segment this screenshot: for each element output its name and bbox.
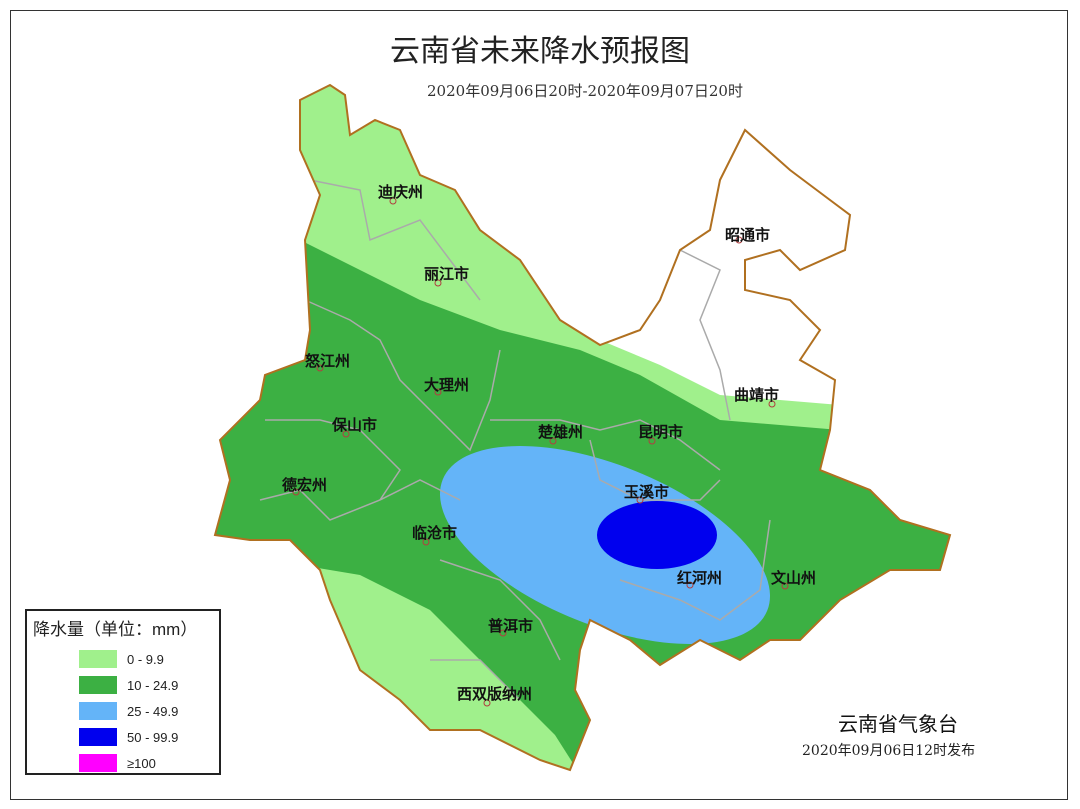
legend-swatch xyxy=(79,676,117,694)
city-zhaotong[interactable]: 昭通市 xyxy=(725,226,770,244)
map-title: 云南省未来降水预报图 xyxy=(390,34,690,69)
legend: 降水量（单位：mm） 0 - 9.9 10 - 24.9 25 - 49.9 5… xyxy=(25,609,221,775)
legend-item: ≥100 xyxy=(79,753,156,773)
city-nujiang[interactable]: 怒江州 xyxy=(305,352,350,372)
svg-text:昆明市: 昆明市 xyxy=(638,423,683,441)
prefecture-boundaries xyxy=(259,179,771,701)
city-chuxiong[interactable]: 楚雄州 xyxy=(538,423,583,445)
city-baoshan[interactable]: 保山市 xyxy=(331,416,377,438)
svg-text:保山市: 保山市 xyxy=(331,416,377,434)
legend-swatch xyxy=(79,754,117,772)
legend-item: 25 - 49.9 xyxy=(79,701,178,721)
legend-item: 50 - 99.9 xyxy=(79,727,178,747)
svg-text:文山州: 文山州 xyxy=(771,569,816,587)
legend-swatch xyxy=(79,650,117,668)
legend-swatch xyxy=(79,728,117,746)
svg-text:怒江州: 怒江州 xyxy=(305,352,350,370)
svg-text:西双版纳州: 西双版纳州 xyxy=(457,685,532,703)
issuing-agency: 云南省气象台 xyxy=(838,712,958,736)
issue-time: 2020年09月06日12时发布 xyxy=(802,743,976,759)
city-honghe[interactable]: 红河州 xyxy=(677,569,722,589)
city-markers: 迪庆州 丽江市 怒江州 大理州 保山市 德宏州 临沧市 楚雄州 昆明市 昭通市 … xyxy=(282,183,816,707)
city-xishuangbanna[interactable]: 西双版纳州 xyxy=(457,685,532,707)
city-lincang[interactable]: 临沧市 xyxy=(412,524,457,546)
svg-text:红河州: 红河州 xyxy=(677,569,722,587)
city-yuxi[interactable]: 玉溪市 xyxy=(624,483,669,504)
city-puer[interactable]: 普洱市 xyxy=(488,617,533,637)
svg-text:临沧市: 临沧市 xyxy=(412,524,457,542)
city-lijiang[interactable]: 丽江市 xyxy=(424,265,469,287)
svg-text:丽江市: 丽江市 xyxy=(424,265,469,283)
svg-text:楚雄州: 楚雄州 xyxy=(538,423,583,441)
svg-text:玉溪市: 玉溪市 xyxy=(624,483,669,501)
legend-item: 0 - 9.9 xyxy=(79,649,164,669)
svg-text:迪庆州: 迪庆州 xyxy=(378,183,423,201)
city-wenshan[interactable]: 文山州 xyxy=(771,569,816,590)
legend-swatch xyxy=(79,702,117,720)
city-kunming[interactable]: 昆明市 xyxy=(638,423,683,445)
city-diqing[interactable]: 迪庆州 xyxy=(378,183,423,205)
svg-text:昭通市: 昭通市 xyxy=(725,226,770,244)
svg-text:曲靖市: 曲靖市 xyxy=(734,386,779,404)
svg-text:德宏州: 德宏州 xyxy=(282,476,327,494)
legend-item: 10 - 24.9 xyxy=(79,675,178,695)
map-subtitle: 2020年09月06日20时-2020年09月07日20时 xyxy=(427,82,743,100)
legend-title: 降水量（单位：mm） xyxy=(33,620,198,639)
svg-text:大理州: 大理州 xyxy=(424,376,469,394)
svg-text:普洱市: 普洱市 xyxy=(488,617,533,635)
rain-zone-50-100 xyxy=(597,501,717,569)
map-frame xyxy=(10,10,1068,800)
city-qujing[interactable]: 曲靖市 xyxy=(734,386,779,408)
city-dehong[interactable]: 德宏州 xyxy=(282,476,327,496)
city-dali[interactable]: 大理州 xyxy=(424,376,469,396)
